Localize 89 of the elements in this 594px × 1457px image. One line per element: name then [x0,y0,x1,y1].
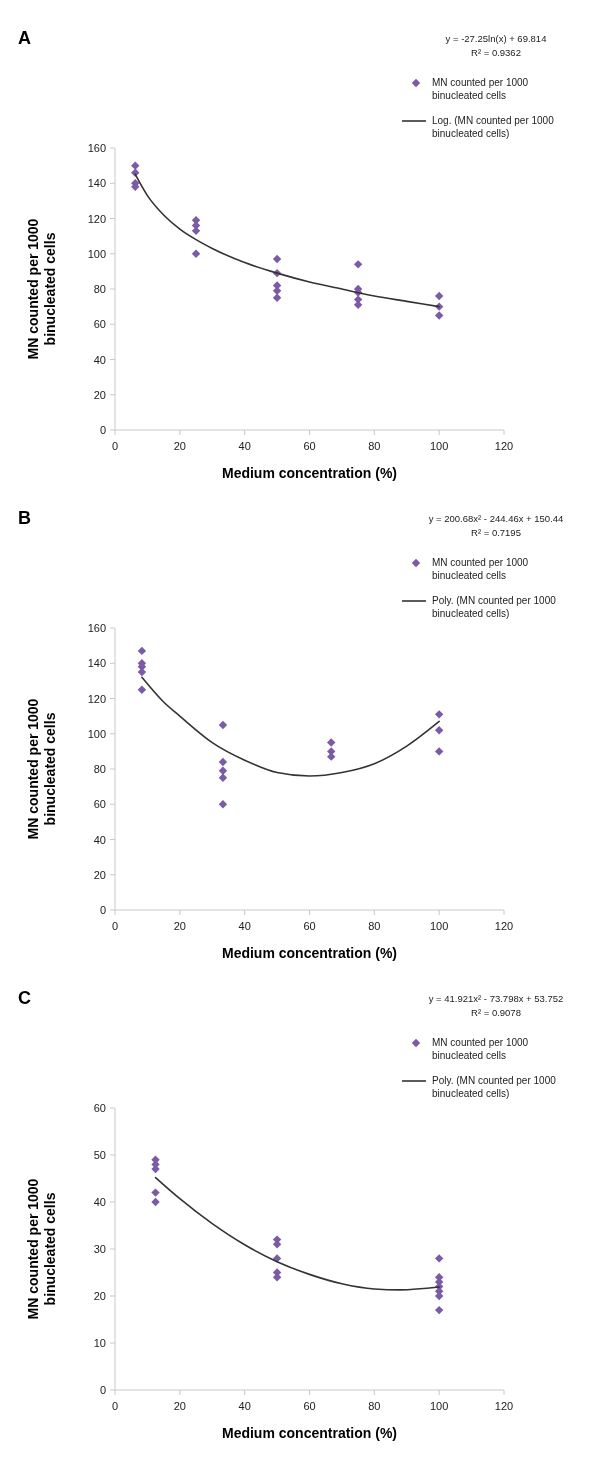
text: R² = 0.7195 [471,527,521,538]
y-tick-label: 0 [99,904,106,916]
point [272,293,282,303]
point [151,1197,160,1207]
point [434,1254,444,1263]
point [434,710,444,719]
legend-label: MN counted per 1000 binucleated cells [432,77,529,101]
point [272,254,282,264]
point [434,291,444,301]
point [434,1305,444,1315]
chart-title: A [18,28,31,48]
legend-label: Poly. (MN counted per 1000 binucleated cells) [432,595,557,619]
y-axis-title: MN counted per 1000 binucleated cells [25,218,58,360]
point [434,311,444,320]
y-tick-label: 60 [93,798,106,811]
legend-label: MN counted per 1000 binucleated cells [432,557,529,581]
y-tick-label: 20 [93,868,106,881]
point [131,161,140,170]
y-tick-label: 40 [93,833,106,846]
x-tick-label: 120 [494,920,514,932]
chart-title: C [18,988,31,1008]
y-tick-label: 0 [99,1384,106,1396]
y-tick-label: 10 [93,1337,106,1349]
x-tick-label: 20 [173,1400,186,1412]
y-tick-label: 40 [93,353,106,366]
point [137,646,147,656]
x-tick-label: 60 [303,1400,316,1412]
y-tick-label: 140 [87,657,106,670]
point [434,747,444,756]
x-tick-label: 0 [111,920,119,932]
y-tick-label: 140 [87,177,106,190]
y-axis-title: MN counted per 1000 binucleated cells [25,698,58,840]
x-tick-label: 120 [494,440,514,452]
x-tick-label: 120 [494,1400,514,1412]
point [327,738,336,747]
y-tick-label: 20 [93,1290,106,1302]
legend-label: Poly. (MN counted per 1000 binucleated cells) [432,1075,557,1099]
text: y = -27.25ln(x) + 69.814 [445,33,547,44]
y-tick-label: 80 [93,763,106,775]
point [151,1188,160,1197]
x-tick-label: 0 [111,1400,119,1412]
y-tick-label: 160 [87,622,106,634]
y-tick-label: 80 [93,283,106,295]
x-tick-label: 100 [429,920,449,932]
x-tick-label: 0 [111,440,119,452]
y-tick-label: 100 [87,247,106,260]
point [434,726,444,735]
point [218,800,228,809]
y-tick-label: 60 [93,1102,106,1114]
point [218,757,228,767]
y-tick-label: 20 [93,388,106,401]
x-axis-title: Medium concentration (%) [221,1425,398,1441]
point [218,720,228,730]
x-tick-label: 80 [368,440,381,452]
x-tick-label: 100 [429,1400,449,1412]
y-tick-label: 160 [87,142,106,154]
x-tick-label: 60 [303,920,316,932]
y-tick-label: 40 [93,1196,106,1208]
y-tick-label: 30 [93,1243,106,1255]
text: R² = 0.9362 [471,47,521,58]
x-axis-title: Medium concentration (%) [221,465,398,481]
y-tick-label: 120 [87,692,106,705]
y-tick-label: 50 [93,1149,106,1161]
x-tick-label: 20 [173,440,186,452]
legend-label: MN counted per 1000 binucleated cells [432,1037,529,1061]
chart-title: B [18,508,31,528]
x-tick-label: 20 [173,920,186,932]
x-tick-label: 80 [368,1400,381,1412]
point [137,685,147,694]
y-tick-label: 120 [87,212,106,225]
x-axis-title: Medium concentration (%) [221,945,398,961]
x-tick-label: 60 [303,440,316,452]
y-tick-label: 0 [99,424,106,436]
point [218,766,228,775]
text: y = 41.921x² - 73.798x + 53.752 [428,993,564,1004]
y-tick-label: 100 [87,727,106,740]
y-axis-title: MN counted per 1000 binucleated cells [25,1178,58,1320]
point [191,249,201,258]
text: R² = 0.9078 [471,1007,521,1018]
x-tick-label: 40 [238,440,251,452]
legend-label: Log. (MN counted per 1000 binucleated cells) [432,115,555,139]
x-tick-label: 80 [368,920,381,932]
text: y = 200.68x² - 244.46x + 150.44 [428,513,564,524]
y-tick-label: 60 [93,318,106,331]
x-tick-label: 40 [238,1400,251,1412]
x-tick-label: 100 [429,440,449,452]
x-tick-label: 40 [238,920,251,932]
point [353,260,363,269]
point [218,773,228,783]
